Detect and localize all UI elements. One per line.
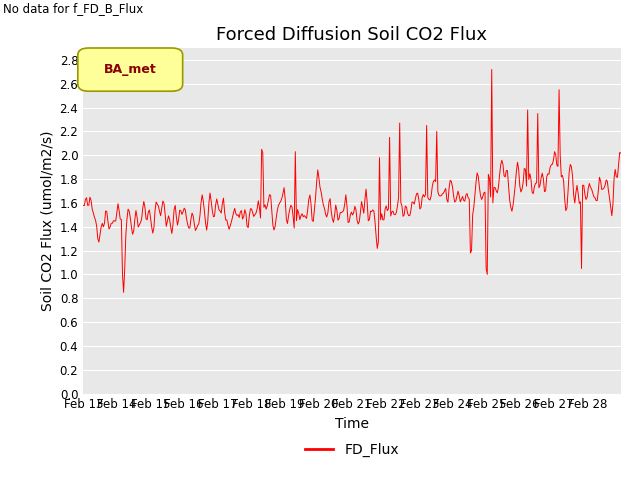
FD_Flux <box>120 289 127 295</box>
X-axis label: Time: Time <box>335 417 369 431</box>
Text: BA_met: BA_met <box>104 63 156 76</box>
FD_Flux <box>381 206 389 212</box>
FD_Flux <box>488 67 495 72</box>
Title: Forced Diffusion Soil CO2 Flux: Forced Diffusion Soil CO2 Flux <box>216 25 488 44</box>
FD_Flux <box>570 192 577 198</box>
FD_Flux <box>79 203 87 208</box>
FD_Flux <box>248 206 255 212</box>
Text: No data for f_FD_B_Flux: No data for f_FD_B_Flux <box>3 2 143 15</box>
FancyBboxPatch shape <box>78 48 182 91</box>
FD_Flux <box>476 184 483 190</box>
FD_Flux <box>617 150 625 156</box>
FD_Flux <box>407 207 415 213</box>
FD_Flux <box>307 201 315 207</box>
Line: FD_Flux: FD_Flux <box>83 70 621 292</box>
Y-axis label: Soil CO2 Flux (umol/m2/s): Soil CO2 Flux (umol/m2/s) <box>40 131 54 311</box>
Legend: FD_Flux: FD_Flux <box>300 437 404 463</box>
